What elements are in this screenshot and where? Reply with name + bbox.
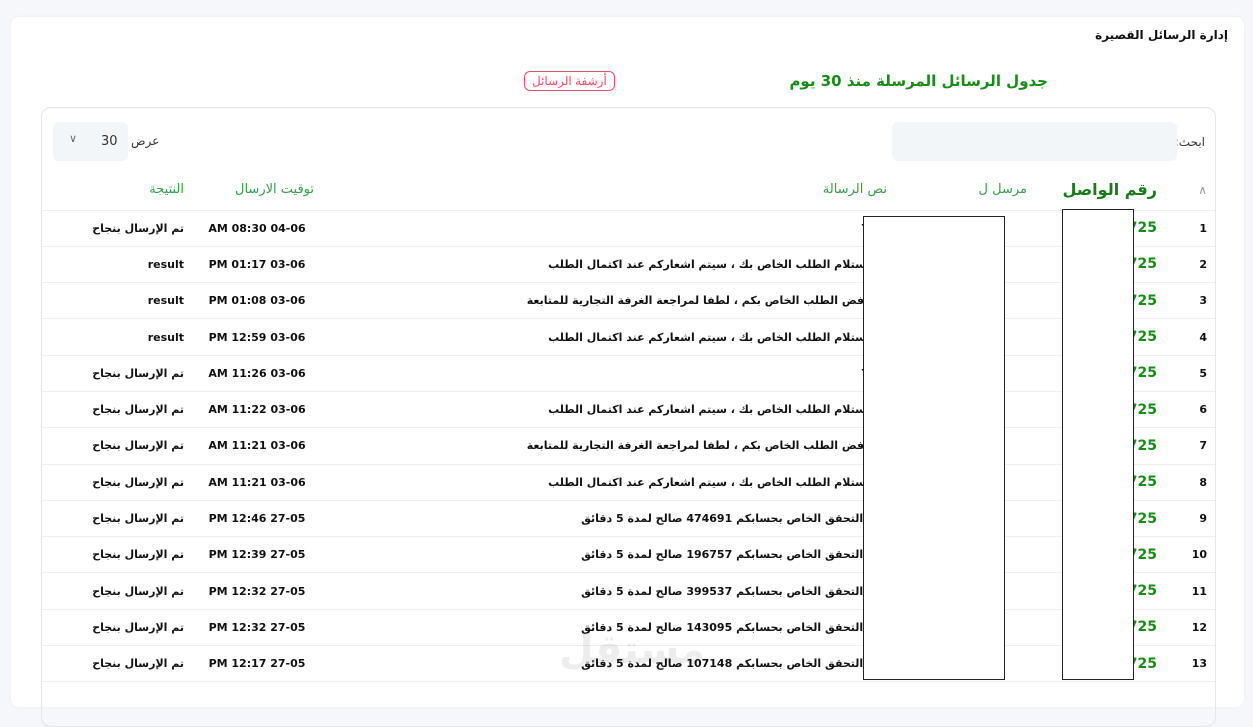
send-time: PM 12:39 27-05 — [192, 536, 322, 574]
redacted-receiver-mask — [1062, 209, 1134, 680]
send-time: AM 11:21 03-06 — [192, 464, 322, 501]
result: تم الإرسال بنجاح — [42, 464, 192, 501]
message-text: رمز التحقق الخاص بحسابكم 107148 صالح لمد… — [322, 645, 895, 683]
result: تم الإرسال بنجاح — [42, 210, 192, 247]
table-title: جدول الرسائل المرسلة منذ 30 يوم — [789, 72, 1048, 90]
result: تم الإرسال بنجاح — [42, 609, 192, 647]
send-time: PM 01:08 03-06 — [192, 282, 322, 320]
message-text: تم تستلام الطلب الخاص بك ، سيتم اشعاركم … — [322, 391, 895, 429]
column-message[interactable]: نص الرسالة — [322, 170, 895, 211]
table-row[interactable]: 9 9725 رمز التحقق الخاص بحسابكم 474691 صال… — [42, 500, 1215, 538]
table-row[interactable]: 11 9725 رمز التحقق الخاص بحسابكم 399537 صا… — [42, 572, 1215, 610]
result: result — [42, 282, 192, 320]
message-text: تم رفض الطلب الخاص بكم ، لطفا لمراجعة ال… — [322, 427, 895, 465]
result: تم الإرسال بنجاح — [42, 500, 192, 538]
message-text: تم رفض الطلب الخاص بكم ، لطفا لمراجعة ال… — [322, 282, 895, 320]
row-number: 3 — [1165, 282, 1215, 320]
message-text: رمز التحقق الخاص بحسابكم 399537 صالح لمد… — [322, 572, 895, 610]
message-text: رمز التحقق الخاص بحسابكم 196757 صالح لمد… — [322, 536, 895, 574]
table-panel: ابحث: عرض 30 ∨ ∧ رقم الواصل مرسل ل نص ال… — [41, 107, 1216, 727]
row-number: 11 — [1165, 572, 1215, 610]
send-time: PM 12:46 27-05 — [192, 500, 322, 538]
message-text: تم تستلام الطلب الخاص بك ، سيتم اشعاركم … — [322, 464, 895, 501]
message-text: تم تستلام الطلب الخاص بك ، سيتم اشعاركم … — [322, 246, 895, 284]
row-number: 9 — [1165, 500, 1215, 538]
column-time[interactable]: توقيت الارسال — [192, 170, 322, 211]
row-number: 12 — [1165, 609, 1215, 647]
table-row[interactable]: 2 9725 تم تستلام الطلب الخاص بك ، سيتم اشع… — [42, 246, 1215, 284]
search-input[interactable] — [892, 122, 1177, 161]
message-text: رمز التحقق الخاص بحسابكم 474691 صالح لمد… — [322, 500, 895, 538]
content-card: إدارة الرسائل القصيرة جدول الرسائل المرس… — [11, 17, 1244, 727]
column-sender[interactable]: مرسل ل — [895, 170, 1035, 211]
send-time: AM 08:30 04-06 — [192, 210, 322, 247]
column-result[interactable]: النتيجة — [42, 170, 192, 211]
row-number: 13 — [1165, 645, 1215, 683]
send-time: AM 11:21 03-06 — [192, 427, 322, 465]
send-time: AM 11:22 03-06 — [192, 391, 322, 429]
result: تم الإرسال بنجاح — [42, 355, 192, 392]
table-row[interactable]: 3 9725 تم رفض الطلب الخاص بكم ، لطفا لمراج… — [42, 282, 1215, 320]
result: تم الإرسال بنجاح — [42, 645, 192, 683]
table-row[interactable]: 4 9725 تم تستلام الطلب الخاص بك ، سيتم اشع… — [42, 318, 1215, 356]
message-text: Test — [322, 210, 895, 247]
search-label: ابحث: — [1174, 135, 1205, 149]
result: result — [42, 246, 192, 284]
message-text: تم تستلام الطلب الخاص بك ، سيتم اشعاركم … — [322, 318, 895, 356]
send-time: PM 12:32 27-05 — [192, 609, 322, 647]
result: تم الإرسال بنجاح — [42, 572, 192, 610]
page-size-value: 30 — [101, 134, 118, 149]
table-row[interactable]: 7 9725 تم رفض الطلب الخاص بكم ، لطفا لمراج… — [42, 427, 1215, 465]
send-time: PM 01:17 03-06 — [192, 246, 322, 284]
row-number: 5 — [1165, 355, 1215, 392]
messages-table: ∧ رقم الواصل مرسل ل نص الرسالة توقيت الا… — [42, 170, 1215, 683]
send-time: PM 12:32 27-05 — [192, 572, 322, 610]
message-text: رمز التحقق الخاص بحسابكم 143095 صالح لمد… — [322, 609, 895, 647]
table-row[interactable]: 6 9725 تم تستلام الطلب الخاص بك ، سيتم اشع… — [42, 391, 1215, 429]
table-row[interactable]: 8 9725 تم تستلام الطلب الخاص بك ، سيتم اشع… — [42, 464, 1215, 501]
row-number: 7 — [1165, 427, 1215, 465]
row-number: 2 — [1165, 246, 1215, 284]
send-time: PM 12:17 27-05 — [192, 645, 322, 683]
send-time: AM 11:26 03-06 — [192, 355, 322, 392]
chevron-down-icon: ∨ — [69, 132, 78, 145]
archive-messages-button[interactable]: أرشفة الرسائل — [524, 71, 615, 91]
watermark-logo: مستقل — [559, 627, 706, 673]
sort-icon[interactable]: ∧ — [1165, 170, 1215, 211]
result: result — [42, 318, 192, 356]
row-number: 8 — [1165, 464, 1215, 501]
page-size-label: عرض — [131, 134, 160, 148]
send-time: PM 12:59 03-06 — [192, 318, 322, 356]
result: تم الإرسال بنجاح — [42, 391, 192, 429]
page-size-select[interactable]: 30 ∨ — [53, 122, 128, 161]
page-title: إدارة الرسائل القصيرة — [1095, 28, 1228, 42]
row-number: 4 — [1165, 318, 1215, 356]
row-number: 6 — [1165, 391, 1215, 429]
result: تم الإرسال بنجاح — [42, 536, 192, 574]
row-number: 1 — [1165, 210, 1215, 247]
message-text: Test — [322, 355, 895, 392]
column-receiver[interactable]: رقم الواصل — [1035, 170, 1165, 211]
redacted-sender-mask — [863, 216, 1005, 680]
table-row[interactable]: 10 9725 رمز التحقق الخاص بحسابكم 196757 صا… — [42, 536, 1215, 574]
row-number: 10 — [1165, 536, 1215, 574]
result: تم الإرسال بنجاح — [42, 427, 192, 465]
